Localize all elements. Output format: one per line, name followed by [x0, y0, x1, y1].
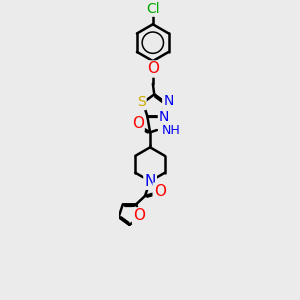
Text: N: N: [163, 94, 174, 108]
Text: O: O: [133, 208, 145, 224]
Text: NH: NH: [162, 124, 181, 136]
Text: O: O: [147, 61, 159, 76]
Text: N: N: [159, 110, 169, 124]
Text: Cl: Cl: [146, 2, 160, 16]
Text: N: N: [144, 174, 156, 189]
Text: O: O: [154, 184, 166, 199]
Text: S: S: [137, 95, 146, 109]
Text: O: O: [132, 116, 144, 131]
